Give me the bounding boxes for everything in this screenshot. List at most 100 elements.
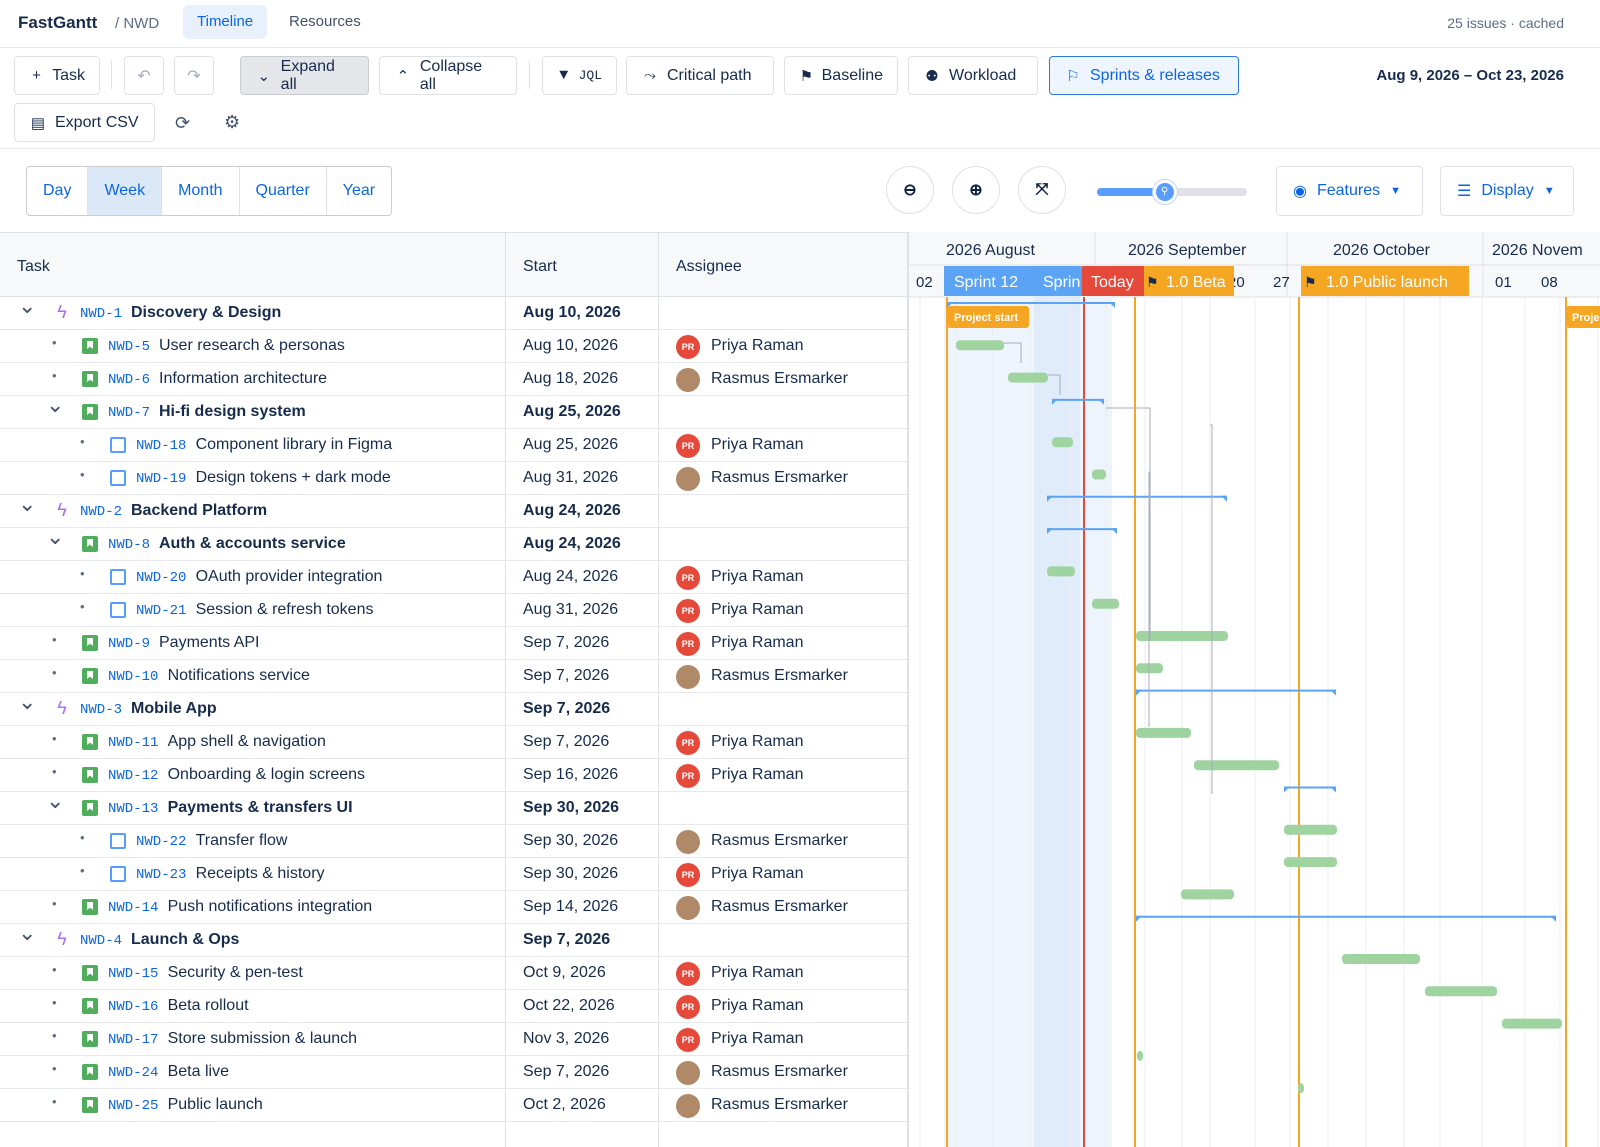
issue-key[interactable]: NWD-4	[80, 933, 123, 949]
column-header-start[interactable]: Start	[523, 258, 557, 275]
chevron-down-icon[interactable]: ⌄	[46, 788, 65, 813]
collapse-all-button[interactable]: ⌃ Collapse all	[379, 56, 517, 95]
column-header-task[interactable]: Task	[17, 258, 50, 275]
issue-summary[interactable]: Component library in Figma	[195, 436, 393, 453]
issue-summary[interactable]: OAuth provider integration	[195, 568, 383, 585]
chevron-down-icon[interactable]: ⌄	[46, 524, 65, 549]
chevron-down-icon[interactable]: ⌄	[18, 491, 37, 516]
task-row[interactable]: • NWD-9 Payments API Sep 7, 2026 PR Priya Ram…	[0, 627, 910, 660]
assignee-name[interactable]: Priya Raman	[711, 337, 804, 354]
assignee-name[interactable]: Priya Raman	[711, 601, 804, 618]
task-row[interactable]: • NWD-15 Security & pen-test Oct 9, 2026 PR P…	[0, 957, 910, 990]
issue-summary[interactable]: App shell & navigation	[167, 733, 326, 750]
issue-key[interactable]: NWD-18	[136, 438, 187, 454]
assignee-name[interactable]: Rasmus Ersmarker	[711, 832, 848, 849]
issue-key[interactable]: NWD-17	[108, 1032, 159, 1048]
zoom-out-button[interactable]: ⊖	[886, 166, 934, 214]
task-row[interactable]: • NWD-25 Public launch Oct 2, 2026 Rasmus Er…	[0, 1089, 910, 1122]
issue-summary[interactable]: Mobile App	[131, 700, 217, 717]
issue-summary[interactable]: Session & refresh tokens	[195, 601, 374, 618]
scale-quarter[interactable]: Quarter	[240, 167, 327, 215]
task-row[interactable]: • NWD-20 OAuth provider integration Aug 24,…	[0, 561, 910, 594]
task-row[interactable]: ⌄ NWD-13 Payments & transfers UI Sep 30, 20…	[0, 788, 910, 825]
task-row[interactable]: • NWD-16 Beta rollout Oct 22, 2026 PR Priya R…	[0, 990, 910, 1023]
assignee-name[interactable]: Rasmus Ersmarker	[711, 1063, 848, 1080]
issue-key[interactable]: NWD-9	[108, 636, 151, 652]
chevron-down-icon[interactable]: ⌄	[46, 392, 65, 417]
task-row[interactable]: • NWD-24 Beta live Sep 7, 2026 Rasmus Ersmar…	[0, 1056, 910, 1089]
task-row[interactable]: • NWD-5 User research & personas Aug 10, 20…	[0, 330, 910, 363]
issue-summary[interactable]: Onboarding & login screens	[167, 766, 366, 783]
issue-key[interactable]: NWD-3	[80, 702, 123, 718]
task-row[interactable]: • NWD-18 Component library in Figma Aug 25,…	[0, 429, 910, 462]
project-breadcrumb[interactable]: / NWD	[115, 15, 160, 32]
issue-key[interactable]: NWD-14	[108, 900, 159, 916]
app-name[interactable]: FastGantt	[18, 13, 98, 32]
issue-summary[interactable]: User research & personas	[159, 337, 345, 354]
features-dropdown[interactable]: ◉ Features ▼	[1276, 166, 1423, 216]
assignee-name[interactable]: Rasmus Ersmarker	[711, 469, 848, 486]
task-row[interactable]: ⌄ ϟ NWD-1 Discovery & Design Aug 10, 2026	[0, 293, 910, 330]
redo-button[interactable]: ↷	[174, 56, 214, 95]
issue-summary[interactable]: Push notifications integration	[167, 898, 373, 915]
task-row[interactable]: • NWD-22 Transfer flow Sep 30, 2026 Rasmus E…	[0, 825, 910, 858]
task-row[interactable]: • NWD-12 Onboarding & login screens Sep 16,…	[0, 759, 910, 792]
issue-summary[interactable]: Launch & Ops	[131, 931, 240, 948]
issue-key[interactable]: NWD-19	[136, 471, 187, 487]
issue-key[interactable]: NWD-11	[108, 735, 159, 751]
scale-day[interactable]: Day	[27, 167, 89, 215]
issue-summary[interactable]: Transfer flow	[195, 832, 288, 849]
issue-summary[interactable]: Discovery & Design	[131, 304, 282, 321]
issue-summary[interactable]: Store submission & launch	[167, 1030, 358, 1047]
issue-key[interactable]: NWD-22	[136, 834, 187, 850]
column-header-assignee[interactable]: Assignee	[676, 258, 742, 275]
task-row[interactable]: ⌄ NWD-8 Auth & accounts service Aug 24, 202…	[0, 524, 910, 561]
chevron-down-icon[interactable]: ⌄	[18, 689, 37, 714]
issue-key[interactable]: NWD-7	[108, 405, 151, 421]
task-row[interactable]: • NWD-21 Session & refresh tokens Aug 31, 2…	[0, 594, 910, 627]
assignee-name[interactable]: Priya Raman	[711, 568, 804, 585]
issue-summary[interactable]: Backend Platform	[131, 502, 268, 519]
issue-key[interactable]: NWD-21	[136, 603, 187, 619]
settings-gear-icon[interactable]: ⚙	[224, 112, 241, 132]
issue-summary[interactable]: Payments API	[159, 634, 260, 651]
issue-key[interactable]: NWD-20	[136, 570, 187, 586]
issue-summary[interactable]: Hi-fi design system	[159, 403, 306, 420]
task-row[interactable]: • NWD-19 Design tokens + dark mode Aug 31, …	[0, 462, 910, 495]
issue-summary[interactable]: Public launch	[167, 1096, 263, 1113]
undo-button[interactable]: ↶	[124, 56, 164, 95]
task-row[interactable]: • NWD-17 Store submission & launch Nov 3, 2…	[0, 1023, 910, 1056]
assignee-name[interactable]: Priya Raman	[711, 865, 804, 882]
issue-key[interactable]: NWD-2	[80, 504, 123, 520]
issue-summary[interactable]: Security & pen-test	[167, 964, 303, 981]
issue-key[interactable]: NWD-1	[80, 306, 123, 322]
assignee-name[interactable]: Rasmus Ersmarker	[711, 370, 848, 387]
task-row[interactable]: • NWD-14 Push notifications integration Sep…	[0, 891, 910, 924]
issue-summary[interactable]: Information architecture	[159, 370, 328, 387]
issue-key[interactable]: NWD-10	[108, 669, 159, 685]
tab-resources[interactable]: Resources	[289, 13, 361, 30]
scale-month[interactable]: Month	[162, 167, 240, 215]
assignee-name[interactable]: Priya Raman	[711, 964, 804, 981]
assignee-name[interactable]: Priya Raman	[711, 1030, 804, 1047]
issue-key[interactable]: NWD-8	[108, 537, 151, 553]
assignee-name[interactable]: Priya Raman	[711, 997, 804, 1014]
fit-to-screen-button[interactable]: ⤧	[1018, 166, 1066, 214]
task-row[interactable]: • NWD-11 App shell & navigation Sep 7, 2026…	[0, 726, 910, 759]
assignee-name[interactable]: Rasmus Ersmarker	[711, 667, 848, 684]
scale-week[interactable]: Week	[88, 167, 163, 215]
critical-path-button[interactable]: ⤳ Critical path	[626, 56, 774, 95]
task-row[interactable]: • NWD-23 Receipts & history Sep 30, 2026 PR P…	[0, 858, 910, 891]
scale-year[interactable]: Year	[342, 182, 376, 199]
issue-key[interactable]: NWD-12	[108, 768, 159, 784]
issue-key[interactable]: NWD-5	[108, 339, 151, 355]
task-row[interactable]: ⌄ ϟ NWD-3 Mobile App Sep 7, 2026	[0, 689, 910, 726]
issue-key[interactable]: NWD-23	[136, 867, 187, 883]
issue-summary[interactable]: Beta rollout	[167, 997, 249, 1014]
chevron-down-icon[interactable]: ⌄	[18, 293, 37, 318]
issue-key[interactable]: NWD-24	[108, 1065, 159, 1081]
issue-summary[interactable]: Notifications service	[167, 667, 310, 684]
issue-summary[interactable]: Receipts & history	[195, 865, 325, 882]
assignee-name[interactable]: Rasmus Ersmarker	[711, 898, 848, 915]
export-csv-button[interactable]: ▤ Export CSV	[14, 103, 155, 142]
